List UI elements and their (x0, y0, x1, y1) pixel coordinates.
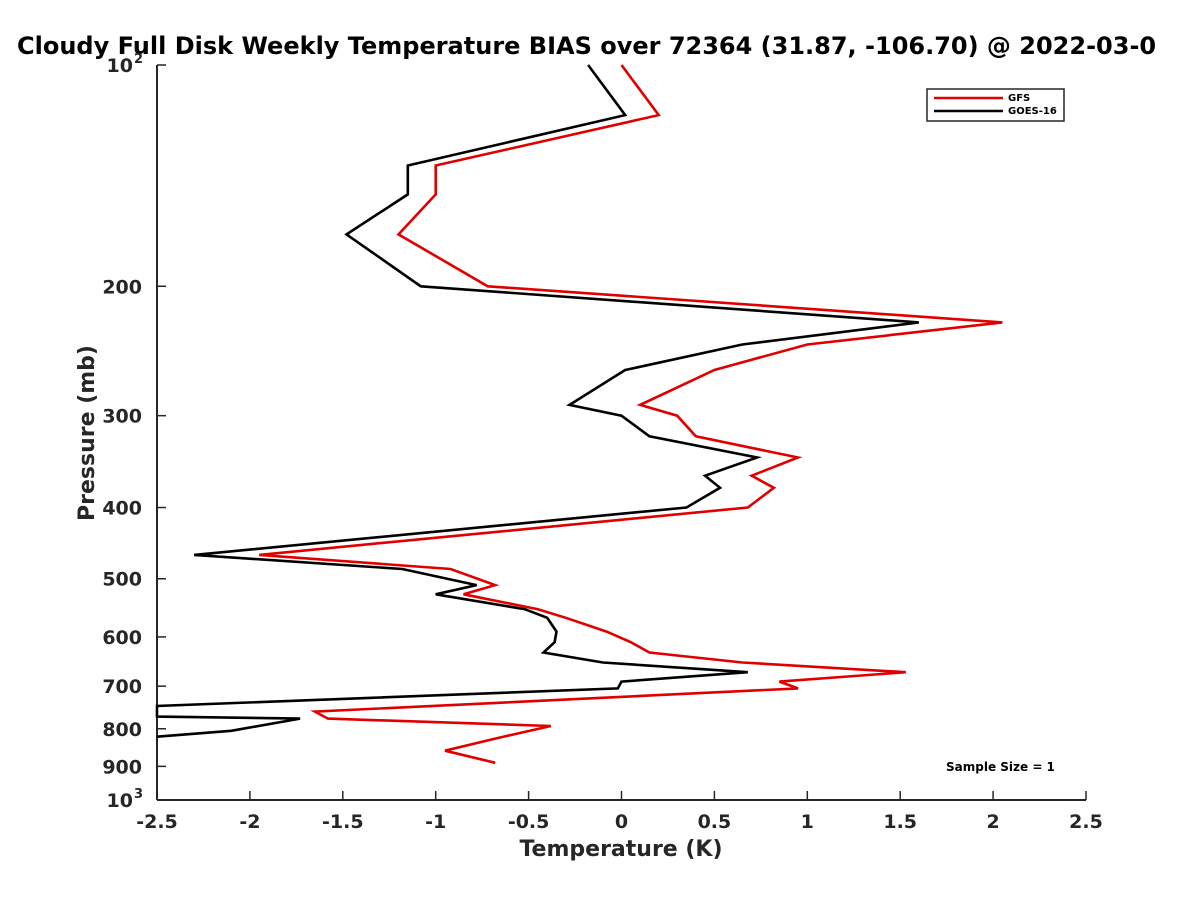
legend-box (926, 88, 1065, 122)
plot-area: -2.5 -2 -1.5 -1 -0.5 0 0.5 1 1.5 2 2.5 10 220030040… (102, 52, 1103, 833)
x-ticks: -2.5 -2 -1.5 -1 -0.5 0 0.5 1 1.5 2 2.5 (136, 791, 1103, 833)
y-tick-exponent: 3 (134, 787, 143, 802)
y-tick-label: 200 (102, 276, 142, 298)
chart-title: Cloudy Full Disk Weekly Temperature BIAS… (17, 32, 1156, 60)
sample-size-annotation: Sample Size = 1 (946, 760, 1055, 774)
legend-label-goes16: GOES-16 (1008, 106, 1057, 117)
y-tick-label: 10 (107, 790, 133, 812)
y-axis-label: Pressure (mb) (75, 345, 100, 521)
x-tick-label: -1.5 (322, 811, 364, 833)
x-tick-label: 1 (801, 811, 814, 833)
x-tick-label: 0.5 (698, 811, 732, 833)
legend: GFS GOES-16 (926, 88, 1065, 122)
x-tick-label: 1.5 (883, 811, 917, 833)
x-tick-label: -1 (425, 811, 446, 833)
x-tick-label: 0 (615, 811, 628, 833)
y-tick-label: 800 (102, 719, 142, 741)
y-tick-label: 700 (102, 676, 142, 698)
series-line-goes16 (155, 64, 919, 738)
y-tick-exponent: 2 (134, 52, 143, 67)
x-tick-label: -2 (239, 811, 260, 833)
x-tick-label: -2.5 (136, 811, 178, 833)
series-line-gfs (259, 64, 1003, 765)
y-tick-label: 900 (102, 756, 142, 778)
y-tick-label: 600 (102, 627, 142, 649)
y-tick-label: 300 (102, 406, 142, 428)
x-tick-label: 2 (986, 811, 999, 833)
x-tick-label: 2.5 (1069, 811, 1103, 833)
series-layer (155, 64, 1003, 765)
x-tick-label: -0.5 (508, 811, 550, 833)
legend-label-gfs: GFS (1008, 93, 1030, 104)
y-tick-label: 500 (102, 569, 142, 591)
y-tick-label: 400 (102, 498, 142, 520)
x-axis-label: Temperature (K) (519, 837, 722, 862)
y-tick-label: 10 (107, 55, 133, 77)
